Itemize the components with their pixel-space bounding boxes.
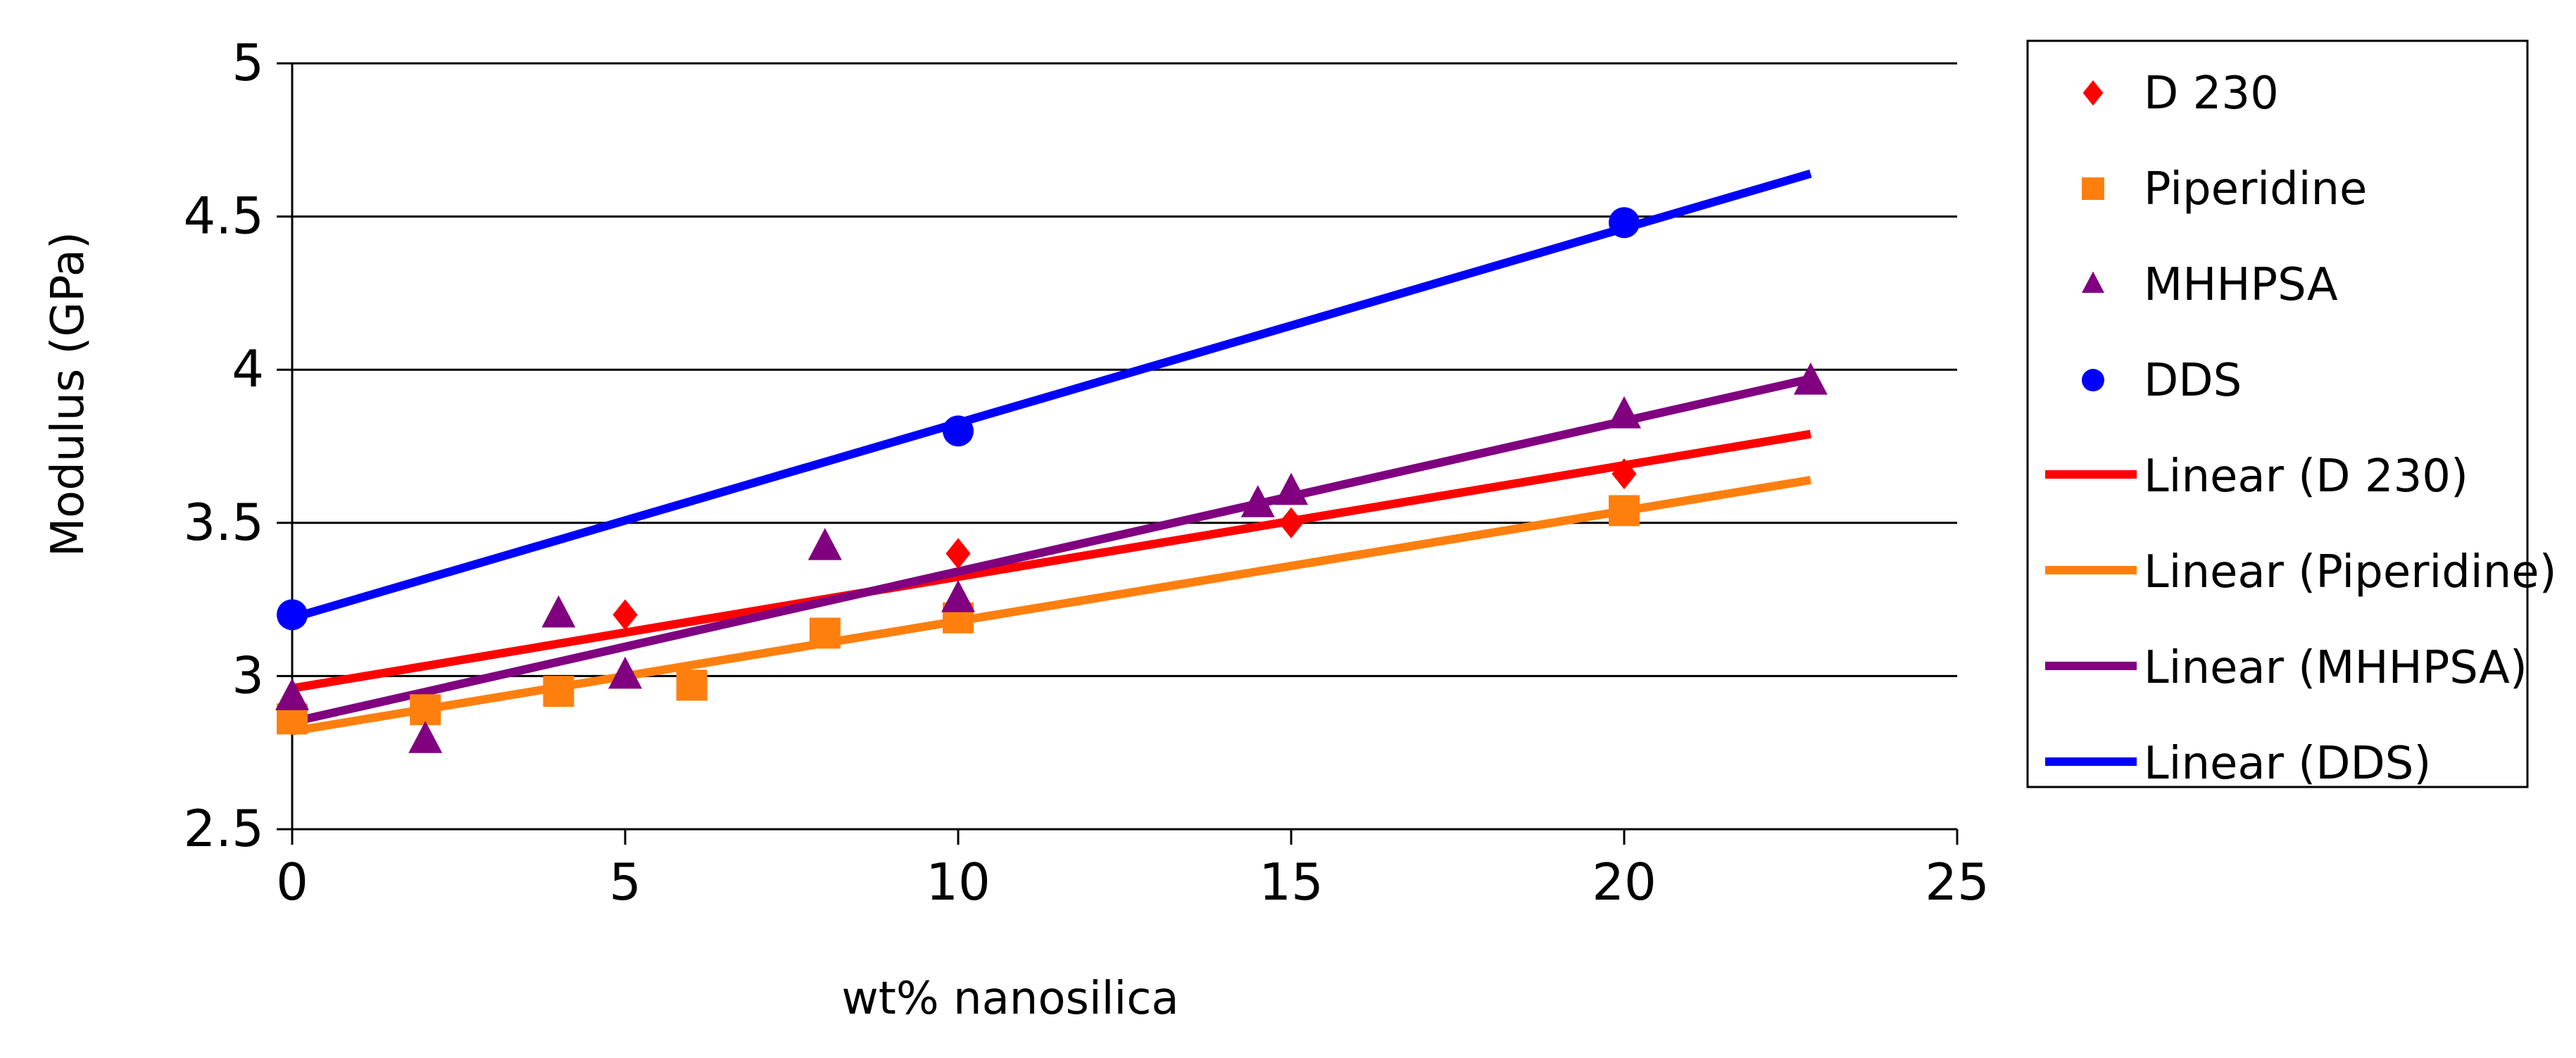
y-tick-label: 3: [232, 645, 264, 705]
x-tick-label: 0: [276, 852, 308, 912]
y-tick-label: 4.5: [183, 187, 264, 246]
data-point-mhhpsa: [1793, 363, 1828, 395]
legend-label: Linear (Piperidine): [2144, 546, 2557, 598]
y-axis-title: Modulus (GPa): [42, 232, 94, 557]
data-point-mhhpsa: [541, 595, 576, 628]
data-point-piperidine: [543, 676, 574, 707]
x-tick-label: 10: [926, 852, 991, 912]
data-point-mhhpsa: [608, 656, 642, 689]
legend-label: Piperidine: [2144, 163, 2367, 215]
data-point-mhhpsa: [1240, 485, 1275, 517]
trendline-2: [291, 374, 1812, 726]
legend-marker-1: [2082, 177, 2104, 200]
legend-label: DDS: [2144, 355, 2242, 407]
data-point-piperidine: [1609, 495, 1640, 527]
legend-label: Linear (MHHPSA): [2144, 642, 2527, 694]
legend-marker-3: [2082, 369, 2104, 391]
data-point-d-230: [1278, 507, 1304, 539]
legend-label: D 230: [2144, 68, 2279, 120]
x-axis-title: wt% nanosilica: [841, 973, 1179, 1025]
data-point-dds: [943, 415, 974, 447]
data-point-d-230: [1611, 458, 1637, 490]
legend: D 230 Piperidine MHHPSA DDS Linear (D 230) Li…: [2026, 39, 2557, 790]
data-markers: [275, 207, 1828, 753]
x-tick-label: 15: [1259, 852, 1324, 912]
data-point-piperidine: [410, 694, 441, 726]
data-point-mhhpsa: [408, 721, 443, 753]
data-point-dds: [1609, 207, 1640, 239]
y-tick-label: 3.5: [183, 493, 264, 552]
legend-label: Linear (D 230): [2144, 451, 2468, 503]
data-point-mhhpsa: [808, 528, 842, 560]
legend-marker-2: [2082, 271, 2104, 293]
axes: [277, 62, 1959, 845]
data-point-mhhpsa: [275, 678, 309, 710]
data-point-piperidine: [676, 669, 708, 701]
legend-label: Linear (DDS): [2144, 738, 2431, 790]
x-tick-label: 25: [1925, 852, 1990, 912]
data-point-mhhpsa: [1607, 396, 1641, 429]
y-tick-label: 5: [232, 33, 264, 92]
data-point-d-230: [612, 599, 638, 631]
x-tick-label: 5: [609, 852, 641, 912]
data-point-mhhpsa: [1274, 472, 1308, 505]
legend-label: MHHPSA: [2144, 259, 2338, 311]
x-tick-label: 20: [1592, 852, 1657, 912]
legend-marker-0: [2082, 80, 2104, 106]
y-tick-label: 2.5: [183, 799, 264, 858]
data-point-d-230: [945, 538, 971, 569]
data-point-mhhpsa: [941, 580, 975, 612]
data-point-piperidine: [809, 617, 841, 649]
trendline-3: [291, 169, 1812, 622]
data-point-dds: [277, 599, 308, 631]
trendline-0: [291, 429, 1811, 693]
tick-labels: 2.5 3 3.5 4 4.5 5 0 5 10 15 20 25: [183, 33, 1989, 912]
y-tick-label: 4: [232, 339, 264, 398]
